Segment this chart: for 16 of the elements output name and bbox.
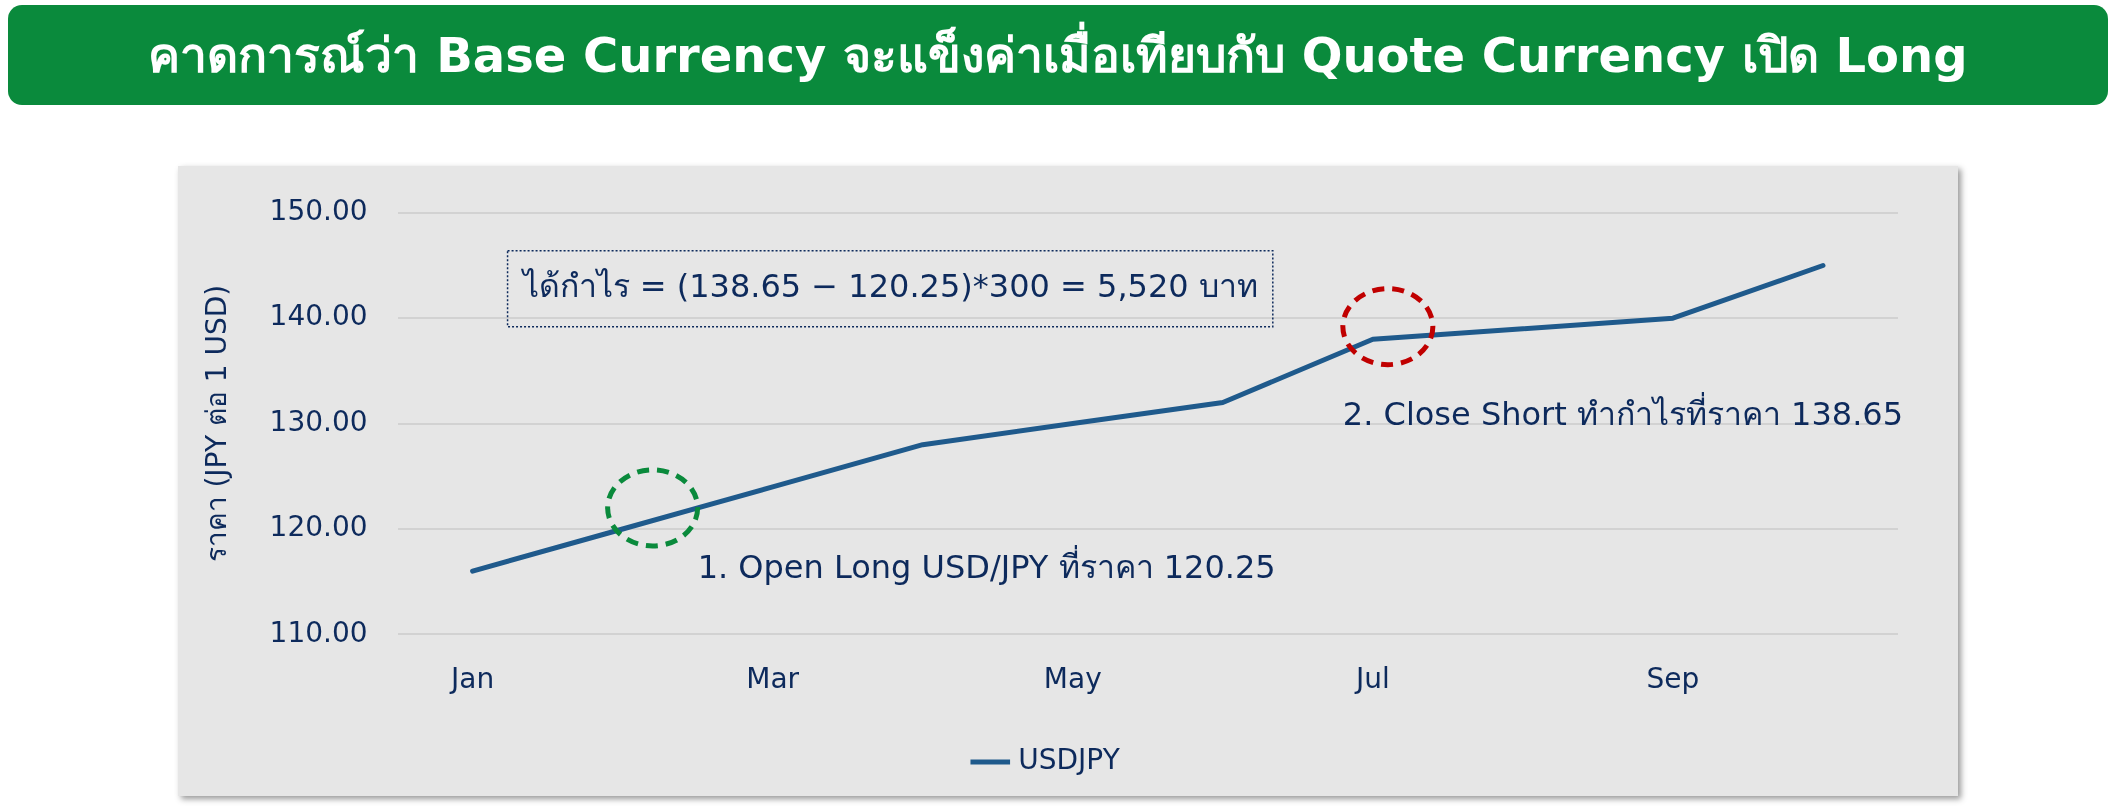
annotation: 2. Close Short ทำกำไรที่ราคา 138.65 — [1342, 391, 1904, 433]
chart-title: คาดการณ์ว่า Base Currency จะแข็งค่าเมื่อเทียบกับ Quote Currency เปิด Long — [8, 5, 2108, 105]
annotation: 1. Open Long USD/JPY ที่ราคา 120.25 — [697, 545, 1276, 587]
y-tick-label: 110.00 — [269, 615, 368, 649]
x-tick-label: Jan — [449, 662, 495, 696]
y-tick-label: 130.00 — [269, 404, 368, 438]
y-tick-label: 120.00 — [269, 510, 368, 544]
x-tick-label: May — [1043, 662, 1102, 696]
y-tick-label: 140.00 — [269, 299, 368, 333]
annotation: ได้กำไร = (138.65 − 120.25)*300 = 5,520 บาท — [519, 267, 1258, 306]
x-tick-label: Mar — [746, 662, 800, 696]
y-axis-title: ราคา (JPY ต่อ 1 USD) — [200, 284, 234, 563]
x-tick-label: Sep — [1646, 662, 1700, 696]
legend-label: USDJPY — [1018, 743, 1121, 777]
x-tick-label: Jul — [1353, 662, 1390, 696]
y-tick-label: 150.00 — [269, 194, 368, 228]
